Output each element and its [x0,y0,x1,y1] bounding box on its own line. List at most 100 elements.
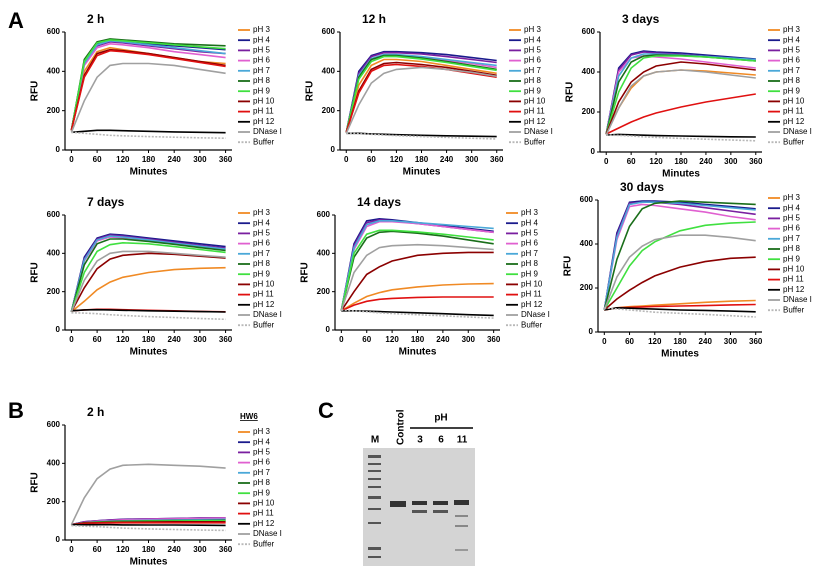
legend-label: pH 7 [253,249,270,258]
y-tick-label: 200 [47,287,61,296]
legend-label: pH 6 [253,458,270,467]
legend-label: Buffer [783,137,805,146]
x-tick-label: 0 [69,545,74,554]
series-line [345,53,497,133]
chart: 0 200 400 600 0 60 120 180 240 300 360 Minutes RFU 2 … [30,12,282,177]
legend-label: pH 4 [521,218,538,227]
y-tick-label: 400 [47,458,61,467]
legend-label: pH 11 [253,509,274,518]
legend-label: pH 6 [253,239,270,248]
series-line [345,58,497,133]
series-line [340,251,494,312]
x-tick-label: 180 [415,155,429,164]
legend-label: pH 6 [521,239,538,248]
legend-label: Buffer [521,320,543,329]
x-tick-label: 0 [604,157,609,166]
legend-label: pH 5 [783,214,800,223]
legend-label: pH 12 [783,117,805,126]
y-axis-label: RFU [30,81,41,102]
x-tick-label: 180 [142,335,156,344]
series-line [70,266,226,313]
x-tick-label: 120 [648,337,662,346]
y-tick-label: 600 [582,27,596,36]
legend-label: pH 7 [521,249,538,258]
y-tick-label: 400 [47,248,61,257]
legend-label: pH 11 [521,290,542,299]
x-tick-label: 240 [699,337,713,346]
chart: 0 200 400 600 0 60 120 180 240 300 360 Minutes RFU 12… [305,12,553,177]
x-tick-label: 300 [462,335,476,344]
lane-label: 3 [417,435,423,446]
x-tick-label: 180 [673,337,687,346]
legend-label: pH 7 [253,66,270,75]
y-tick-label: 200 [317,287,331,296]
legend-label: pH 8 [253,478,270,487]
series-line [71,308,226,313]
series-line [70,39,226,131]
legend-label: DNase I [524,127,553,136]
legend-label: pH 9 [521,269,538,278]
legend-label: pH 10 [783,97,805,106]
chart: 0 200 400 600 0 60 120 180 240 300 360 Minutes RFU 14… [300,195,550,357]
x-tick-label: 0 [69,335,74,344]
legend-label: pH 3 [783,193,800,202]
x-tick-label: 300 [724,337,738,346]
gel-bands [368,455,469,558]
series-line [606,134,756,142]
legend-label: pH 4 [783,203,800,212]
x-tick-label: 180 [142,545,156,554]
legend-label: pH 8 [783,244,800,253]
series-line [340,217,494,311]
series-line [70,38,226,131]
series-line [70,463,226,526]
series-line [340,230,494,311]
legend-label: pH 3 [253,208,270,217]
legend-label: DNase I [783,127,812,136]
legend-label: DNase I [521,310,550,319]
legend-label: DNase I [253,127,282,136]
chart-title: 12 h [362,12,386,26]
y-tick-label: 400 [317,248,331,257]
series-line [346,132,497,140]
chart: 0 200 400 600 0 60 120 180 240 300 360 Minutes RFU 7 … [30,195,282,357]
series-line [603,234,756,311]
series-line [341,309,494,319]
series-line [71,312,226,321]
y-tick-label: 0 [591,147,596,156]
legend-label: DNase I [253,529,282,538]
x-axis-label: Minutes [399,347,437,358]
legend-label: pH 5 [524,46,541,55]
chart-title: 2 h [87,12,104,26]
x-tick-label: 60 [627,157,636,166]
x-tick-label: 120 [116,335,130,344]
legend-label: pH 11 [783,275,804,284]
legend-label: pH 3 [253,25,270,34]
chart: 0 200 400 600 0 60 120 180 240 300 360 Minutes RFU 30… [563,180,812,359]
series-line [340,296,494,312]
series-line [345,66,497,134]
legend-label: pH 12 [783,285,805,294]
legend-label: DNase I [253,310,282,319]
x-tick-label: 120 [649,157,663,166]
x-tick-label: 360 [487,335,501,344]
series-line [603,200,756,311]
series-line [345,50,497,133]
legend-label: pH 8 [783,76,800,85]
x-tick-label: 180 [411,335,425,344]
y-tick-label: 400 [582,67,596,76]
x-axis-label: Minutes [661,349,699,360]
legend-label: Buffer [253,539,275,548]
y-tick-label: 200 [322,106,336,115]
legend-label: pH 3 [524,25,541,34]
legend-label: pH 10 [253,97,275,106]
legend-label: pH 9 [524,86,541,95]
series-line [346,132,497,138]
x-tick-label: 300 [193,545,207,554]
y-axis-label: RFU [30,262,41,283]
legend-label: pH 7 [783,234,800,243]
series-line [605,61,756,135]
x-tick-label: 180 [674,157,688,166]
legend-label: pH 8 [521,259,538,268]
series-line [340,220,494,311]
series-line [603,201,756,311]
